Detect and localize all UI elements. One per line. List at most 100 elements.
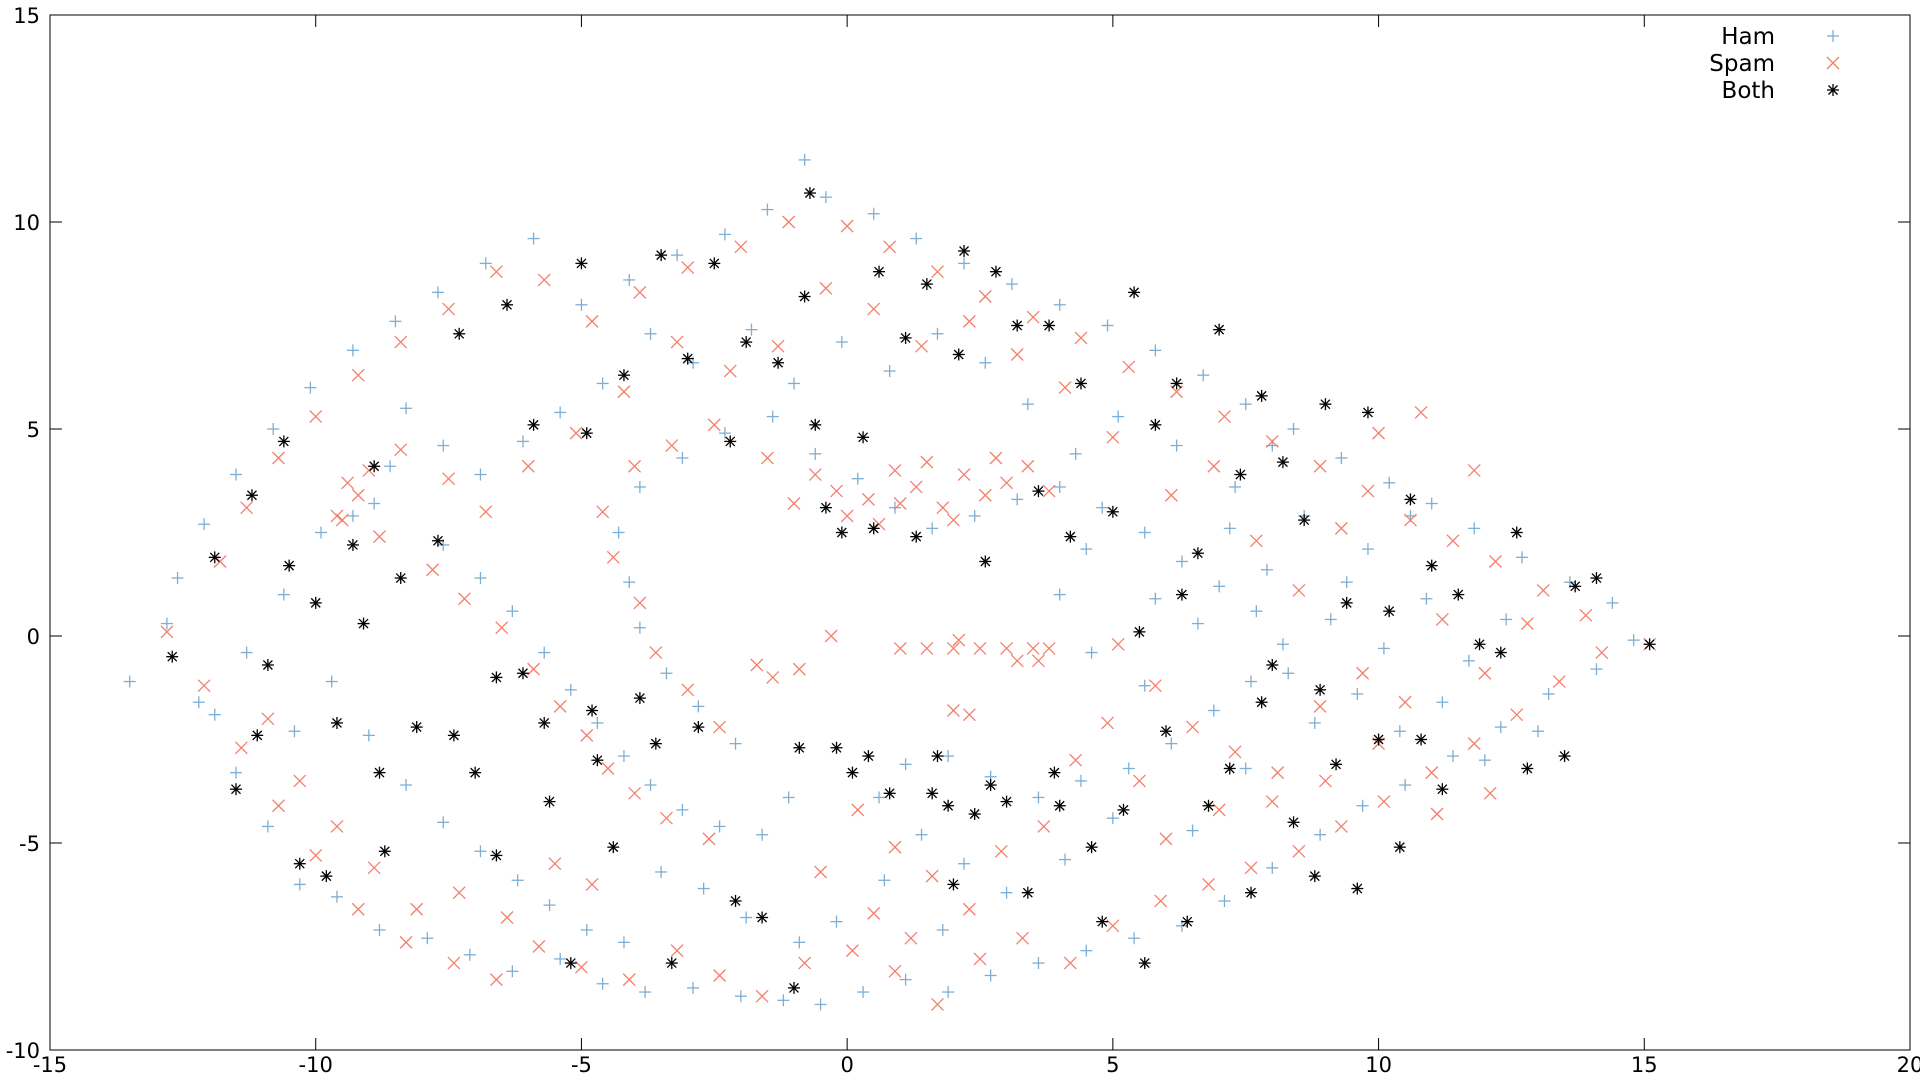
point-ham: [788, 377, 800, 390]
point-ham: [958, 857, 971, 870]
plot-frame: [49, 14, 1911, 1051]
point-ham: [160, 617, 173, 630]
x-tick-label: 20: [1897, 1053, 1920, 1077]
point-ham: [474, 468, 487, 481]
legend-marker-ham: [1827, 30, 1839, 42]
point-ham: [851, 472, 864, 485]
point-spam: [760, 451, 774, 465]
point-spam: [410, 902, 424, 916]
point-ham: [644, 779, 657, 792]
point-spam: [659, 811, 673, 825]
point-spam: [973, 641, 987, 655]
point-spam: [681, 683, 695, 697]
point-both: [208, 551, 221, 564]
x-tick-label: 10: [1365, 1053, 1392, 1077]
point-both: [1558, 750, 1571, 763]
point-both: [1138, 957, 1151, 970]
point-both: [357, 617, 370, 630]
point-both: [617, 369, 630, 382]
legend-label-spam: Spam: [1709, 51, 1775, 77]
point-ham: [1149, 344, 1162, 357]
point-ham: [633, 621, 646, 634]
point-spam: [1334, 819, 1348, 833]
point-both: [527, 418, 540, 431]
point-ham: [623, 576, 636, 589]
point-both: [1074, 377, 1087, 390]
point-spam: [1228, 745, 1242, 759]
point-both: [293, 857, 306, 870]
point-ham: [766, 410, 779, 423]
point-ham: [192, 696, 205, 709]
point-ham: [830, 915, 843, 928]
point-spam: [1372, 426, 1386, 440]
point-both: [1000, 795, 1013, 808]
point-ham: [692, 700, 705, 713]
point-ham: [1399, 779, 1412, 792]
point-both: [591, 754, 604, 767]
point-spam: [1244, 861, 1258, 875]
point-spam: [585, 877, 599, 891]
point-both: [330, 716, 343, 729]
point-ham: [1138, 679, 1151, 692]
point-both: [277, 435, 290, 448]
point-ham: [198, 518, 211, 531]
point-ham: [1351, 687, 1364, 700]
point-spam: [335, 513, 349, 527]
point-both: [1223, 762, 1236, 775]
point-spam: [845, 944, 859, 958]
point-both: [346, 538, 359, 551]
point-ham: [1446, 750, 1459, 763]
point-ham: [400, 402, 413, 415]
point-ham: [926, 522, 939, 535]
point-spam: [240, 501, 254, 515]
point-spam: [904, 931, 918, 945]
point-spam: [973, 952, 987, 966]
point-ham: [1340, 576, 1353, 589]
point-spam: [978, 290, 992, 303]
series-both: [166, 187, 1656, 994]
point-spam: [1425, 766, 1439, 780]
point-spam: [606, 550, 620, 564]
point-both: [681, 352, 694, 365]
point-both: [586, 704, 599, 717]
point-ham: [1308, 716, 1321, 729]
point-spam: [1074, 331, 1088, 345]
point-both: [968, 808, 981, 821]
point-ham: [676, 803, 689, 816]
point-spam: [946, 513, 960, 527]
point-both: [803, 187, 816, 200]
point-both: [1175, 588, 1188, 601]
point-spam: [1334, 521, 1348, 535]
point-ham: [623, 273, 636, 286]
point-both: [920, 278, 933, 291]
point-both: [1048, 766, 1061, 779]
point-both: [692, 721, 705, 734]
point-ham: [617, 936, 630, 949]
point-spam: [681, 261, 695, 274]
y-tick-label: 5: [27, 418, 40, 442]
point-ham: [1207, 704, 1220, 717]
point-ham: [899, 758, 912, 771]
point-both: [1372, 733, 1385, 746]
point-both: [447, 729, 460, 742]
point-both: [1170, 377, 1183, 390]
point-spam: [1164, 488, 1178, 502]
point-both: [1452, 588, 1465, 601]
point-spam: [649, 646, 663, 660]
point-ham: [325, 675, 338, 688]
point-both: [883, 787, 896, 800]
point-spam: [808, 468, 822, 481]
point-spam: [962, 314, 976, 328]
point-ham: [1122, 762, 1135, 775]
point-spam: [670, 335, 684, 349]
point-ham: [437, 816, 450, 829]
point-spam: [1510, 708, 1524, 722]
point-spam: [1467, 737, 1481, 751]
point-both: [1276, 456, 1289, 469]
point-both: [1106, 505, 1119, 518]
point-both: [1351, 882, 1364, 895]
point-ham: [230, 468, 242, 481]
point-spam: [633, 285, 647, 299]
point-ham: [782, 791, 795, 804]
point-ham: [516, 435, 529, 448]
